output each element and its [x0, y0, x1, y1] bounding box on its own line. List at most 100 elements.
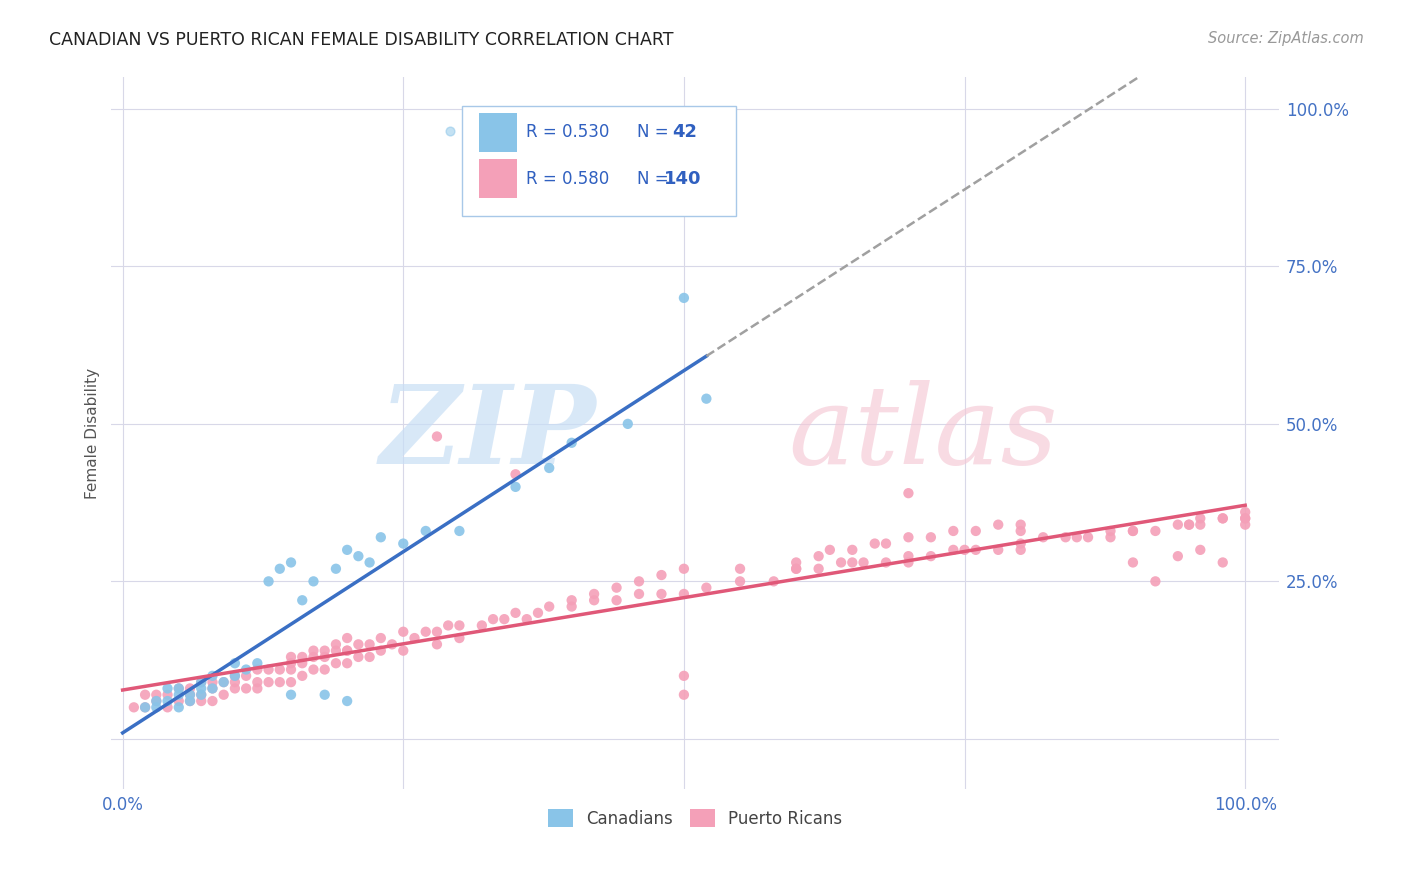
Point: [280, 688, 302, 702]
Point: [1189, 511, 1212, 525]
Point: [505, 467, 527, 482]
Point: [449, 631, 471, 645]
Point: [167, 694, 190, 708]
Point: [561, 593, 583, 607]
Point: [325, 643, 347, 657]
Point: [785, 562, 807, 576]
Point: [302, 643, 325, 657]
Point: [167, 688, 190, 702]
Point: [156, 688, 179, 702]
Point: [235, 663, 257, 677]
Point: [302, 649, 325, 664]
Point: [280, 556, 302, 570]
Point: [370, 530, 392, 544]
Point: [235, 681, 257, 696]
Point: [965, 524, 987, 538]
Point: [167, 681, 190, 696]
Point: [897, 549, 920, 563]
Point: [920, 549, 942, 563]
Point: [224, 657, 246, 671]
Point: [190, 675, 212, 690]
Text: atlas: atlas: [789, 380, 1059, 487]
Point: [672, 587, 695, 601]
Point: [280, 663, 302, 677]
FancyBboxPatch shape: [461, 106, 735, 216]
Point: [392, 536, 415, 550]
Point: [1178, 517, 1201, 532]
Point: [875, 556, 897, 570]
Point: [145, 694, 167, 708]
Text: 42: 42: [672, 123, 697, 141]
Point: [291, 593, 314, 607]
Point: [1178, 517, 1201, 532]
Point: [672, 669, 695, 683]
Legend: Canadians, Puerto Ricans: Canadians, Puerto Ricans: [541, 803, 849, 834]
Point: [1010, 536, 1032, 550]
Point: [257, 675, 280, 690]
Text: ZIP: ZIP: [380, 380, 596, 487]
Point: [695, 392, 717, 406]
Point: [482, 612, 505, 626]
Point: [201, 694, 224, 708]
Point: [212, 675, 235, 690]
Point: [538, 599, 561, 614]
Point: [897, 556, 920, 570]
Text: CANADIAN VS PUERTO RICAN FEMALE DISABILITY CORRELATION CHART: CANADIAN VS PUERTO RICAN FEMALE DISABILI…: [49, 31, 673, 49]
Point: [830, 556, 852, 570]
Point: [852, 556, 875, 570]
Point: [212, 688, 235, 702]
Point: [314, 688, 336, 702]
Point: [325, 637, 347, 651]
Point: [156, 681, 179, 696]
Point: [1167, 517, 1189, 532]
Point: [269, 675, 291, 690]
Point: [627, 574, 650, 589]
Point: [1099, 524, 1122, 538]
Point: [1234, 517, 1257, 532]
Point: [179, 688, 201, 702]
Point: [897, 486, 920, 500]
Point: [1099, 530, 1122, 544]
Point: [841, 556, 863, 570]
Point: [246, 681, 269, 696]
Point: [1077, 530, 1099, 544]
Point: [179, 681, 201, 696]
Point: [179, 694, 201, 708]
Point: [818, 542, 841, 557]
Point: [302, 663, 325, 677]
Text: R = 0.580: R = 0.580: [526, 169, 609, 187]
Point: [1212, 511, 1234, 525]
Point: [280, 649, 302, 664]
Point: [762, 574, 785, 589]
Point: [325, 562, 347, 576]
Point: [1122, 556, 1144, 570]
Point: [190, 694, 212, 708]
Point: [190, 681, 212, 696]
Point: [426, 429, 449, 443]
Point: [841, 542, 863, 557]
Point: [156, 694, 179, 708]
Point: [404, 631, 426, 645]
Point: [1189, 517, 1212, 532]
Point: [167, 681, 190, 696]
Point: [1122, 524, 1144, 538]
Point: [606, 581, 628, 595]
Point: [426, 637, 449, 651]
Point: [370, 643, 392, 657]
Point: [650, 568, 672, 582]
Point: [942, 524, 965, 538]
Point: [1010, 524, 1032, 538]
Point: [122, 700, 145, 714]
Point: [807, 562, 830, 576]
Point: [291, 669, 314, 683]
Point: [807, 549, 830, 563]
Point: [314, 663, 336, 677]
Point: [336, 542, 359, 557]
Point: [987, 517, 1010, 532]
Point: [269, 562, 291, 576]
Point: [516, 612, 538, 626]
Point: [583, 593, 606, 607]
Point: [538, 461, 561, 475]
Point: [875, 536, 897, 550]
Point: [269, 663, 291, 677]
